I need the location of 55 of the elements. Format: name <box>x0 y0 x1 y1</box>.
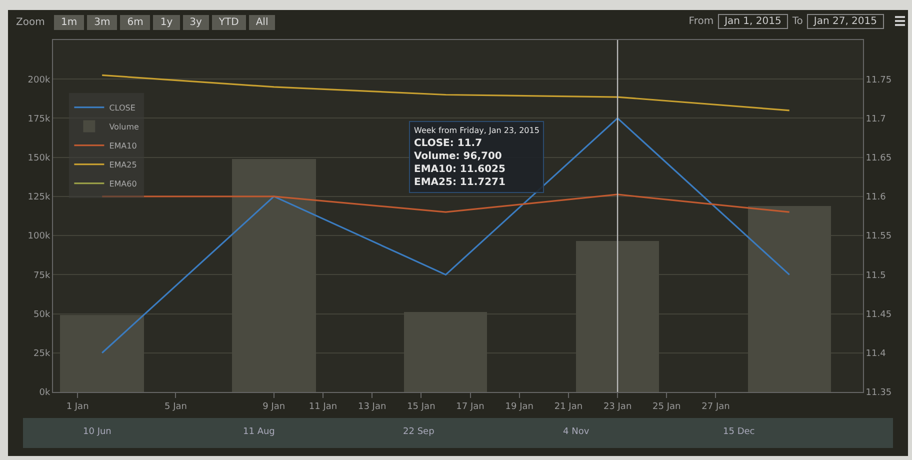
zoom-button: 1m <box>54 15 84 30</box>
x-tick-label: 17 Jan <box>456 402 484 412</box>
zoom-button: All <box>248 15 276 30</box>
zoom-button: 3m <box>87 15 118 30</box>
y2-tick-label: 11.6 <box>866 192 886 203</box>
zoom-button: YTD <box>212 15 246 30</box>
zoom-button: 3y <box>182 15 209 30</box>
zoom-button: 1y <box>153 15 180 30</box>
y-tick-label: 50k <box>34 310 51 320</box>
annotation: Volume: 96,700 <box>414 151 502 162</box>
x-tick-label: 9 Jan <box>262 402 286 412</box>
x-tick-label: 25 Jan <box>652 402 681 412</box>
y-tick-label: 175k <box>28 114 51 124</box>
annotation: CLOSE: 11.7 <box>414 138 482 149</box>
x-tick-label: 5 Jan <box>164 402 187 412</box>
x-tick-label: 1 Jan <box>66 402 89 412</box>
y-tick-label: 100k <box>28 232 51 242</box>
y2-tick-label: 11.45 <box>866 310 892 320</box>
y-tick-label: 150k <box>28 153 51 164</box>
text: From <box>688 16 714 27</box>
line-series <box>101 74 790 112</box>
y2-tick-label: 11.7 <box>866 114 886 124</box>
y-tick-label: 200k <box>28 75 51 86</box>
legend-label: EMA60 <box>109 179 137 188</box>
legend-label: EMA25 <box>109 160 137 170</box>
y-tick-label: 25k <box>34 349 51 360</box>
text: To <box>792 16 803 27</box>
legend-label: CLOSE <box>109 103 136 112</box>
text: Zoom <box>16 17 46 28</box>
x-tick-label: 15 Jan <box>407 402 436 412</box>
annotation: EMA25: 11.7271 <box>414 177 506 188</box>
y2-tick-label: 11.65 <box>866 153 892 164</box>
x-tick-label: 23 Jan <box>603 402 632 412</box>
y2-tick-label: 11.55 <box>866 232 892 242</box>
x-tick-label: 13 Jan <box>358 402 386 412</box>
y2-tick-label: 11.35 <box>866 388 892 398</box>
y-tick-label: 75k <box>34 270 51 281</box>
y-tick-label: 0k <box>39 388 51 398</box>
line-series <box>101 117 790 354</box>
navigator-strip: 10 Jun 11 Aug 22 Sep 4 Nov 15 Dec <box>23 418 893 448</box>
annotation: Week from Friday, Jan 23, 2015 <box>414 126 540 135</box>
y2-tick-label: 11.5 <box>866 270 886 281</box>
zoom-button: 6m <box>120 15 150 30</box>
legend-label: EMA10 <box>109 141 137 150</box>
x-tick-label: 19 Jan <box>505 402 534 412</box>
date-field: Jan 1, 2015 <box>718 14 788 29</box>
y-tick-label: 125k <box>28 192 51 203</box>
date-field: Jan 27, 2015 <box>806 14 884 29</box>
y2-tick-label: 11.75 <box>866 75 892 86</box>
x-tick-label: 11 Jan <box>308 402 338 412</box>
annotation: EMA10: 11.6025 <box>414 164 506 175</box>
x-tick-label: 21 Jan <box>554 402 583 412</box>
y2-tick-label: 11.4 <box>866 349 886 360</box>
legend-label: Volume <box>109 122 140 132</box>
x-tick-label: 27 Jan <box>702 402 730 412</box>
